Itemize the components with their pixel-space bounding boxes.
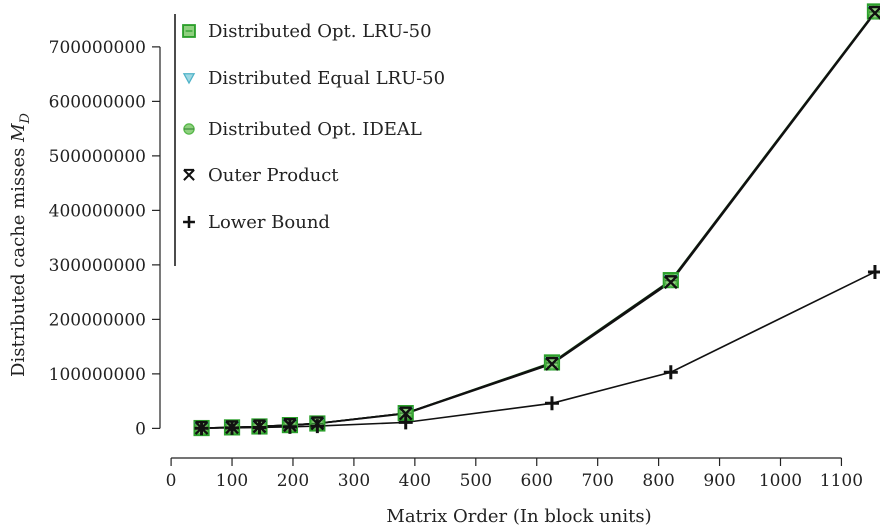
point-4-6 xyxy=(544,396,559,411)
legend-background xyxy=(170,10,470,270)
x-tick-label-2: 200 xyxy=(277,471,309,491)
x-tick-label-7: 700 xyxy=(581,471,613,491)
x-tick-label-0: 0 xyxy=(166,471,177,491)
y-axis-title: Distributed cache misses MD xyxy=(8,112,33,377)
point-3-7 xyxy=(663,275,678,290)
legend: Distributed Opt. LRU-50 Distributed Equal… xyxy=(170,10,470,270)
point-4-1 xyxy=(225,420,240,435)
point-4-7 xyxy=(663,365,678,380)
tick-labels: 0 100 200 300 400 500 600 700 800 900 1000 1100 0 100… xyxy=(49,38,863,491)
x-tick-label-10: 1000 xyxy=(759,471,802,491)
legend-label-1: Distributed Equal LRU-50 xyxy=(208,68,445,89)
y-tick-label-6: 600000000 xyxy=(49,92,146,112)
point-4-8 xyxy=(867,264,880,279)
y-tick-label-0: 0 xyxy=(135,419,146,439)
y-axis-title-subscript: D xyxy=(18,112,33,124)
x-axis-title: Matrix Order (In block units) xyxy=(386,506,651,527)
y-tick-label-7: 700000000 xyxy=(49,38,146,58)
legend-label-3: Outer Product xyxy=(208,165,339,186)
y-tick-label-1: 100000000 xyxy=(49,365,146,385)
x-tick-label-3: 300 xyxy=(338,471,370,491)
legend-marker-1 xyxy=(182,73,196,85)
x-tick-label-6: 600 xyxy=(521,471,553,491)
point-4-2 xyxy=(252,420,267,435)
legend-entry-2: Distributed Opt. IDEAL xyxy=(183,119,422,140)
legend-marker-4 xyxy=(183,216,195,228)
y-tick-label-2: 200000000 xyxy=(49,310,146,330)
axes xyxy=(152,46,843,466)
x-tick-label-11: 1100 xyxy=(820,471,863,491)
point-4-0 xyxy=(194,421,209,436)
x-tick-label-1: 100 xyxy=(216,471,248,491)
legend-entry-1: Distributed Equal LRU-50 xyxy=(182,68,445,89)
y-tick-label-3: 300000000 xyxy=(49,256,146,276)
point-3-6 xyxy=(545,356,559,371)
legend-label-0: Distributed Opt. LRU-50 xyxy=(208,21,432,42)
point-4-4 xyxy=(310,419,325,434)
series-markers-4 xyxy=(194,264,880,436)
series-markers xyxy=(193,3,880,437)
point-4-3 xyxy=(282,419,297,434)
x-tick-label-8: 800 xyxy=(642,471,674,491)
x-tick-label-5: 500 xyxy=(460,471,492,491)
series-line-4 xyxy=(201,271,876,430)
legend-marker-3 xyxy=(183,168,195,181)
y-axis-title-symbol: M xyxy=(8,123,29,143)
legend-label-4: Lower Bound xyxy=(208,212,330,233)
y-tick-label-4: 400000000 xyxy=(49,201,146,221)
legend-entry-3: Outer Product xyxy=(183,165,339,186)
x-tick-label-9: 900 xyxy=(703,471,735,491)
legend-label-2: Distributed Opt. IDEAL xyxy=(208,119,422,140)
legend-entry-4: Lower Bound xyxy=(183,212,330,233)
legend-entry-0: Distributed Opt. LRU-50 xyxy=(182,21,432,42)
y-axis-title-text: Distributed cache misses xyxy=(8,148,29,377)
x-tick-label-4: 400 xyxy=(399,471,431,491)
point-4-5 xyxy=(398,415,413,430)
point-3-8 xyxy=(868,5,880,20)
y-tick-label-5: 500000000 xyxy=(49,147,146,167)
point-3-5 xyxy=(398,406,413,421)
